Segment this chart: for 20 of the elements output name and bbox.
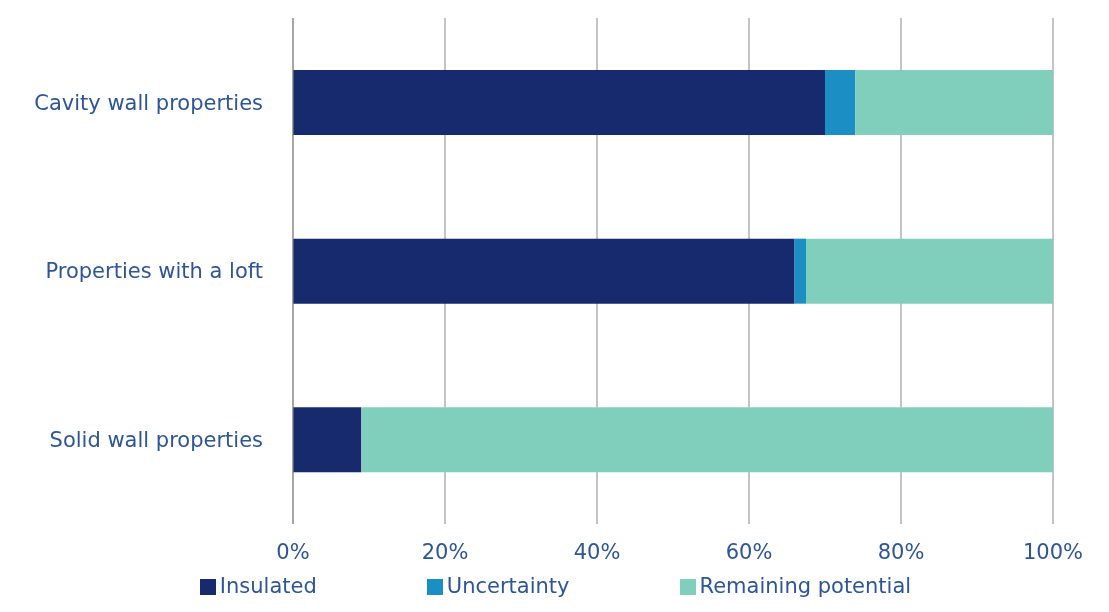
x-tick-label: 100% — [1022, 539, 1084, 564]
bar — [806, 238, 1053, 304]
y-tick-label: Properties with a loft — [45, 259, 263, 284]
legend-label: Uncertainty — [446, 574, 570, 598]
x-tick-label: 80% — [877, 539, 925, 564]
bar — [825, 70, 856, 135]
x-tick-label: 20% — [421, 539, 469, 564]
bar — [794, 238, 806, 304]
bar — [361, 407, 1053, 473]
y-tick-label: Cavity wall properties — [34, 90, 263, 115]
legend-label: Insulated — [219, 574, 317, 598]
x-tick-label: 0% — [276, 539, 310, 564]
bar — [293, 70, 825, 135]
bar — [293, 238, 795, 304]
legend-label: Remaining potential — [699, 574, 912, 598]
y-tick-label: Solid wall properties — [49, 428, 263, 453]
x-tick-label: 60% — [725, 539, 773, 564]
bar — [293, 407, 362, 473]
bar — [855, 70, 1053, 135]
x-tick-label: 40% — [573, 539, 621, 564]
